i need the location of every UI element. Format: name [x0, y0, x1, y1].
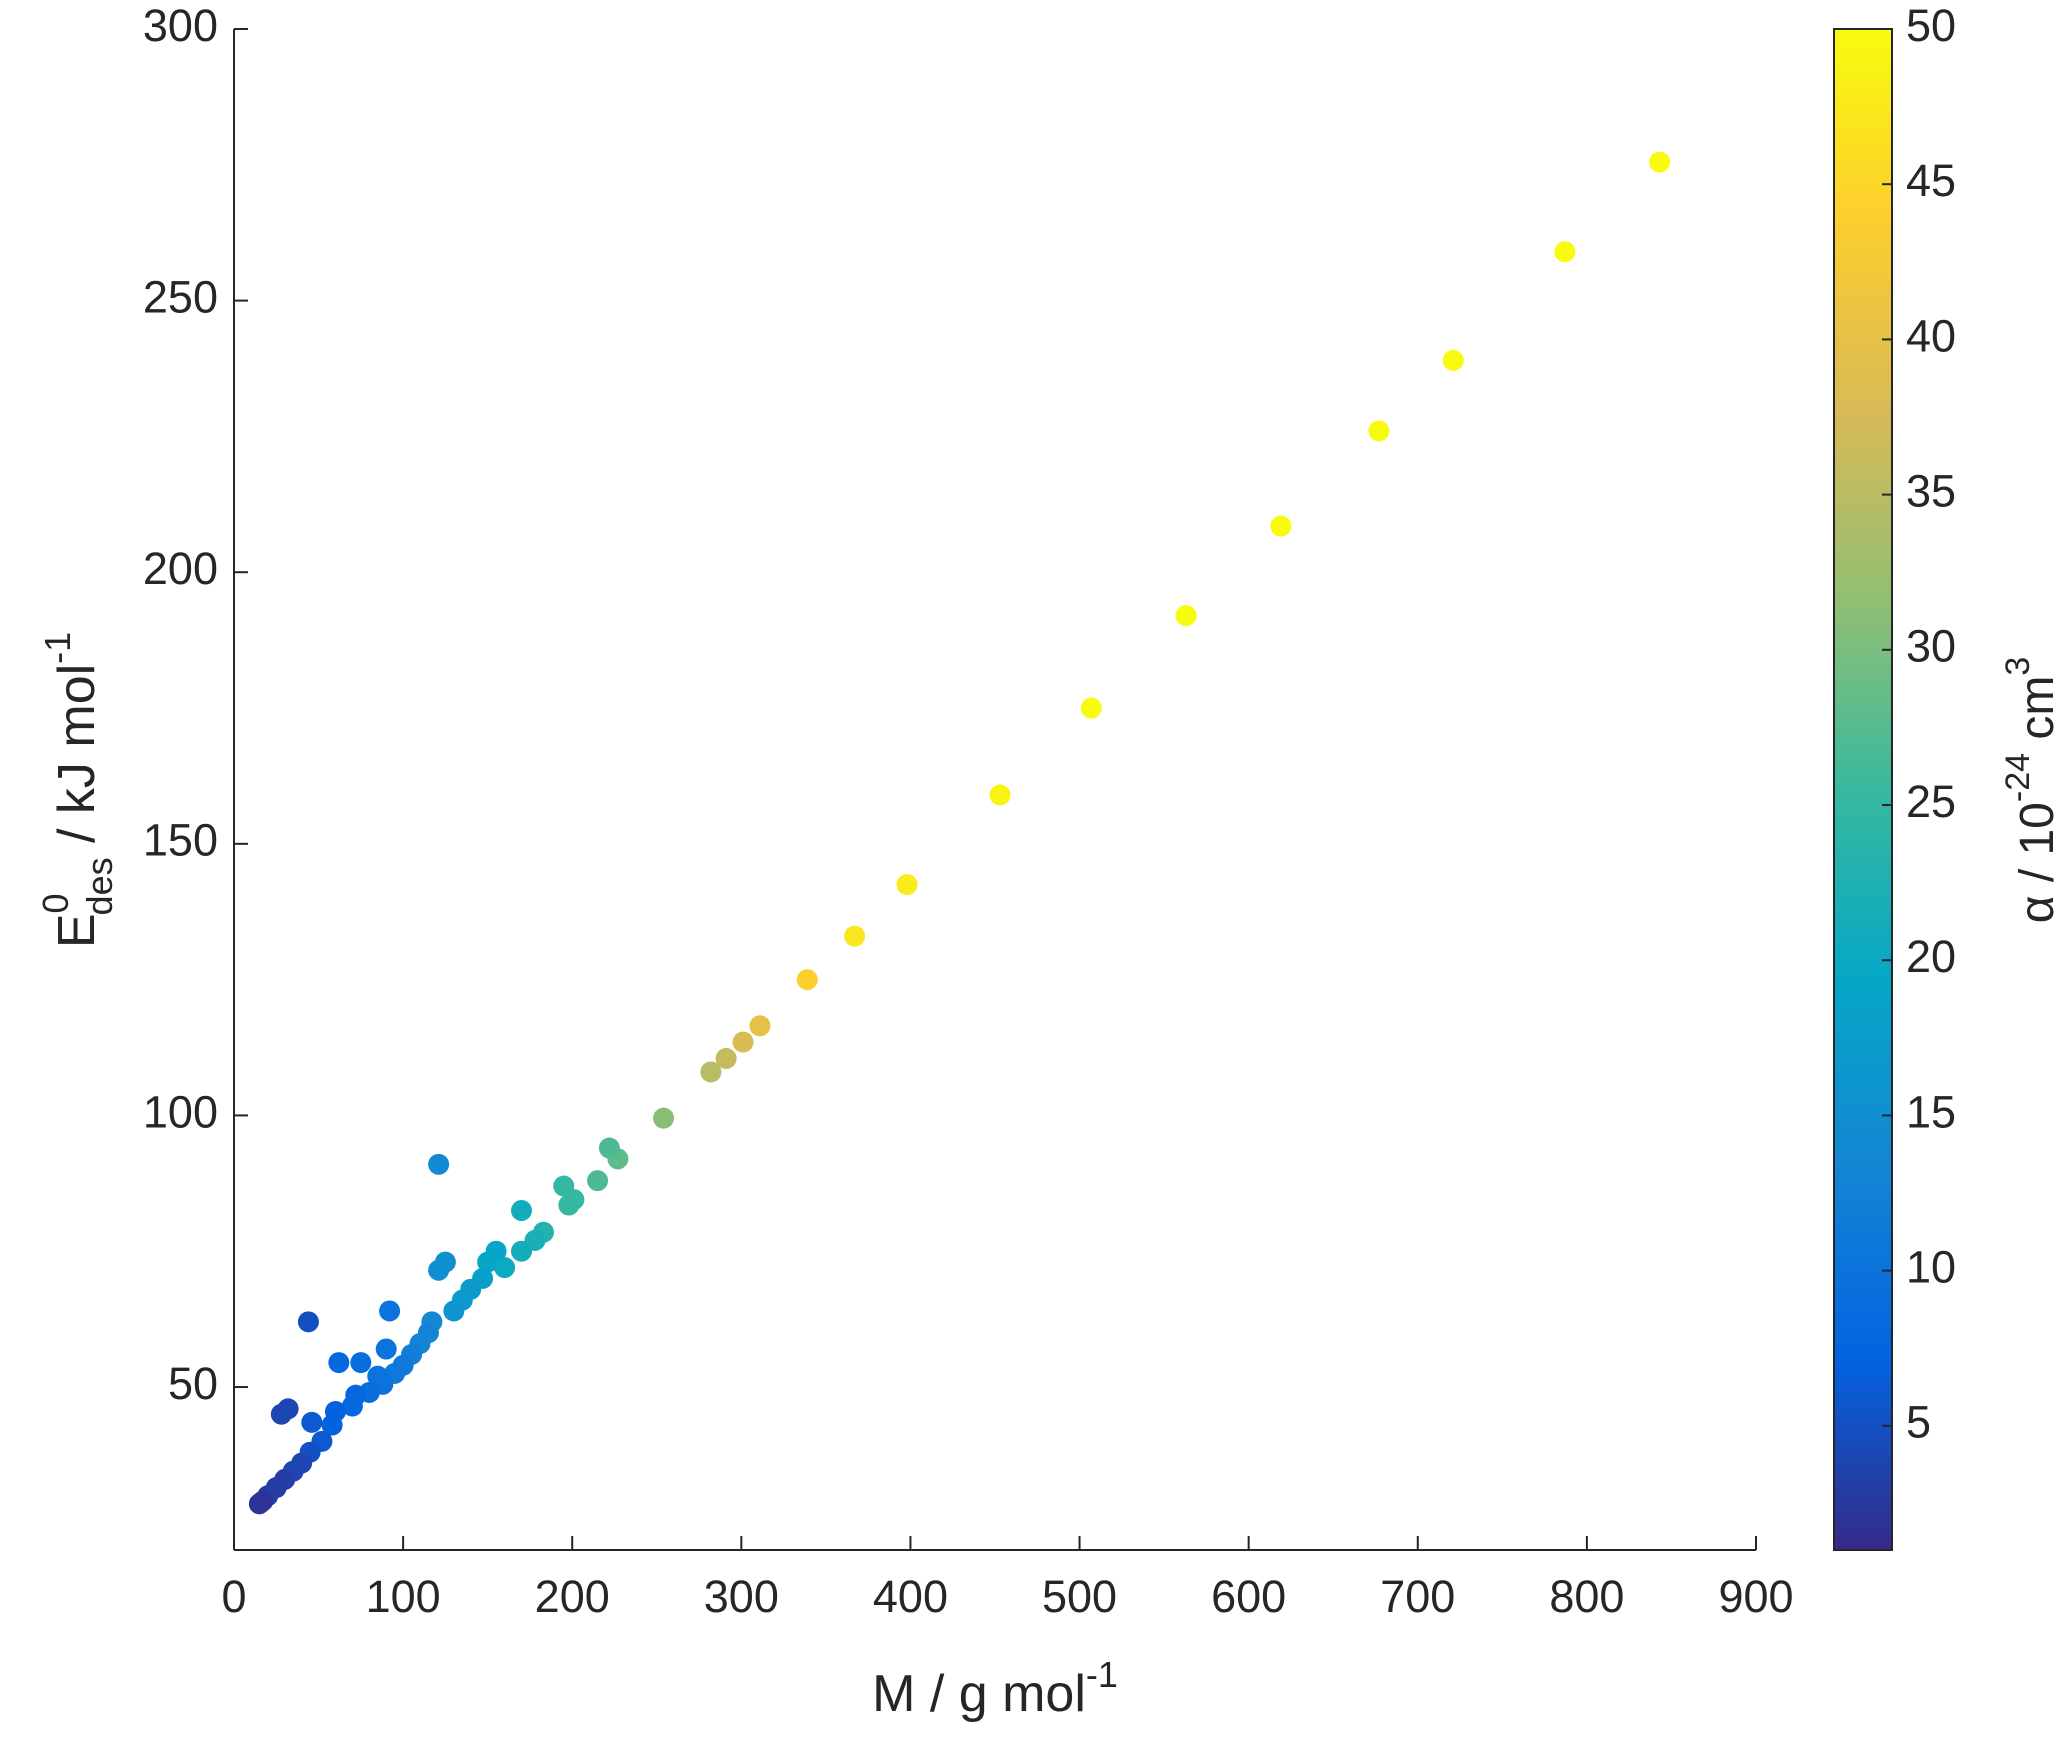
scatter-point: [428, 1153, 450, 1175]
scatter-point: [732, 1031, 754, 1053]
y-label-sub: des: [79, 857, 120, 915]
scatter-point: [1554, 241, 1576, 263]
cbar-label-sup2: 3: [1999, 657, 2037, 676]
scatter-point: [989, 784, 1011, 806]
scatter-point: [379, 1300, 401, 1322]
scatter-point: [558, 1194, 580, 1216]
scatter-point: [1080, 697, 1102, 719]
scatter-point: [248, 1493, 270, 1515]
x-tick-label: 200: [535, 1571, 610, 1622]
scatter-point: [796, 969, 818, 991]
scatter-point: [598, 1137, 620, 1159]
x-tick-label: 500: [1042, 1571, 1117, 1622]
colorbar-tick-label: 5: [1906, 1397, 1931, 1448]
y-label-base: E: [48, 913, 106, 948]
cbar-label-rest: cm: [2011, 676, 2064, 753]
scatter-point: [896, 874, 918, 896]
y-label-rest: / kJ mol: [48, 664, 106, 858]
scatter-point: [328, 1352, 350, 1374]
x-tick-label: 400: [873, 1571, 948, 1622]
colorbar-label: α / 10-24 cm3: [1999, 657, 2064, 924]
cbar-label-base: α / 10: [2011, 802, 2064, 923]
y-axis-label: E0des / kJ mol-1: [35, 632, 120, 948]
scatter-point: [510, 1240, 532, 1262]
y-tick-label: 300: [143, 0, 218, 51]
scatter-point: [749, 1015, 771, 1037]
scatter-point: [341, 1395, 363, 1417]
scatter-point: [700, 1061, 722, 1083]
x-tick-label: 700: [1380, 1571, 1455, 1622]
scatter-point: [1442, 349, 1464, 371]
y-tick-label: 100: [143, 1086, 218, 1137]
scatter-point: [1270, 515, 1292, 537]
colorbar-tick-label: 50: [1906, 0, 1956, 51]
x-tick-label: 600: [1211, 1571, 1286, 1622]
y-tick-label: 150: [143, 815, 218, 866]
colorbar-tick-label: 30: [1906, 621, 1956, 672]
y-label-sup: 0: [35, 893, 76, 913]
scatter-point: [715, 1047, 737, 1069]
scatter-point: [297, 1311, 319, 1333]
colorbar-tick-label: 15: [1906, 1086, 1956, 1137]
scatter-point: [1368, 420, 1390, 442]
cbar-label-sup: -24: [1999, 753, 2037, 802]
x-tick-label: 800: [1549, 1571, 1624, 1622]
scatter-point: [350, 1352, 372, 1374]
scatter-point: [367, 1365, 389, 1387]
scatter-point: [477, 1251, 499, 1273]
scatter-point: [587, 1170, 609, 1192]
scatter-point: [270, 1403, 292, 1425]
y-tick-label: 200: [143, 543, 218, 594]
x-tick-label: 0: [221, 1571, 246, 1622]
colorbar-tick-label: 45: [1906, 155, 1956, 206]
colorbar: [1833, 28, 1893, 1551]
x-axis-label: M / g mol-1: [872, 1654, 1118, 1723]
scatter-point: [494, 1257, 516, 1279]
scatter-point: [321, 1414, 343, 1436]
colorbar-tick-label: 35: [1906, 466, 1956, 517]
y-label-sup2: -1: [37, 632, 78, 664]
scatter-point: [1175, 605, 1197, 627]
y-tick-label: 250: [143, 271, 218, 322]
scatter-point: [428, 1259, 450, 1281]
x-label-sup: -1: [1086, 1654, 1118, 1695]
colorbar-tick-label: 25: [1906, 776, 1956, 827]
scatter-point: [375, 1338, 397, 1360]
x-tick-label: 300: [704, 1571, 779, 1622]
colorbar-tick-label: 10: [1906, 1242, 1956, 1293]
scatter-point: [653, 1107, 675, 1129]
x-tick-label: 100: [366, 1571, 441, 1622]
colorbar-tick-label: 40: [1906, 310, 1956, 361]
scatter-point: [510, 1199, 532, 1221]
scatter-point: [844, 925, 866, 947]
x-label-base: M / g mol: [872, 1665, 1086, 1723]
scatter-point: [1649, 151, 1671, 173]
y-tick-label: 50: [168, 1358, 218, 1409]
scatter-point: [301, 1411, 323, 1433]
scatter-point: [553, 1175, 575, 1197]
x-tick-label: 900: [1718, 1571, 1793, 1622]
colorbar-tick-label: 20: [1906, 931, 1956, 982]
scatter-point: [443, 1300, 465, 1322]
